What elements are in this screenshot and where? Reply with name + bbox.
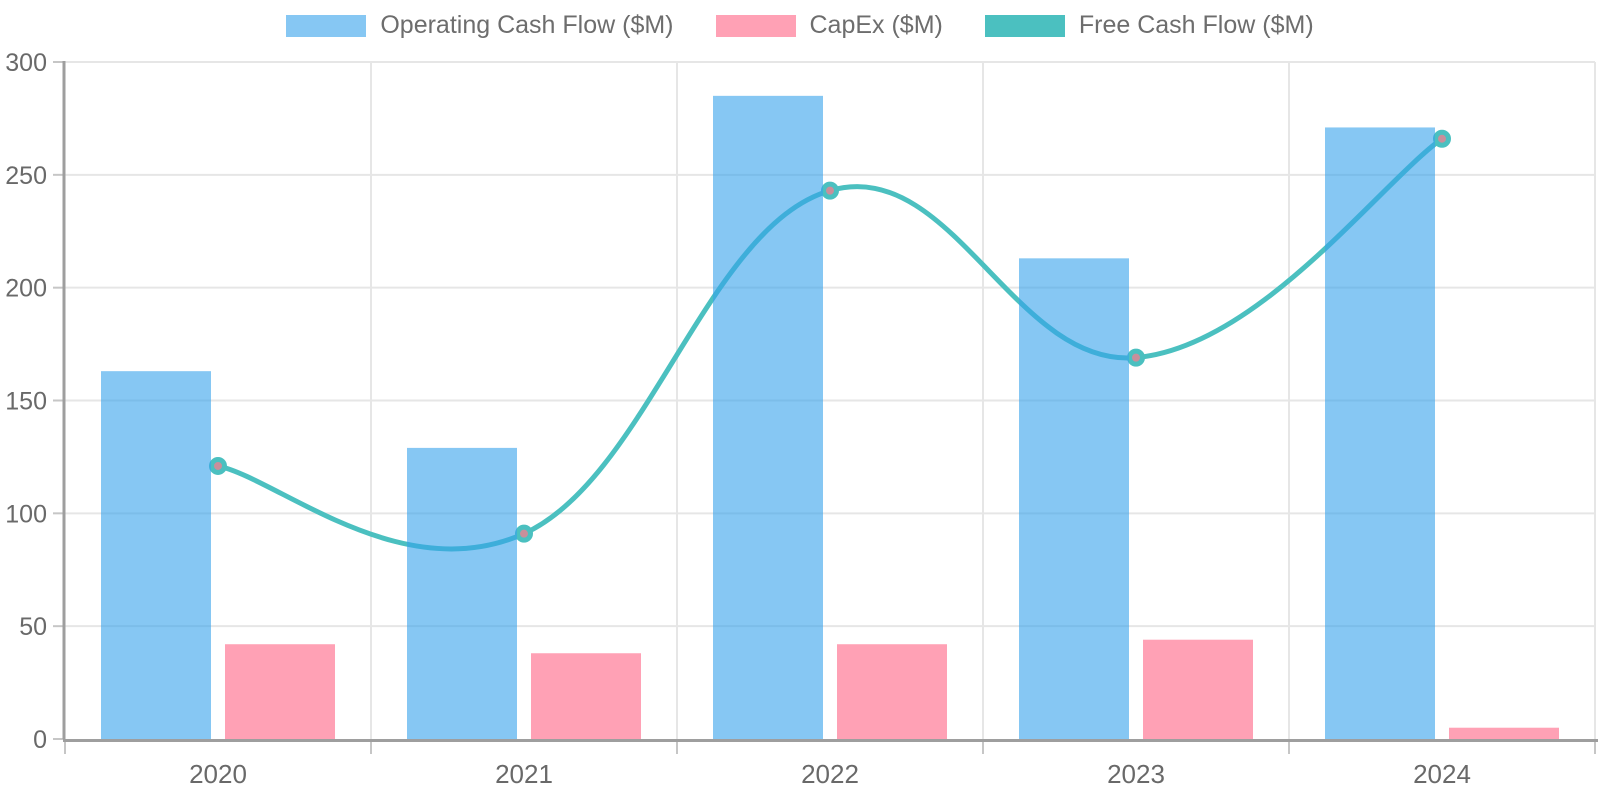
capex-bar[interactable] [225,644,335,739]
capex-bar[interactable] [531,653,641,739]
legend-label: CapEx ($M) [809,11,943,39]
capex-bar[interactable] [837,644,947,739]
x-tick-label: 2021 [495,759,553,789]
x-tick-label: 2024 [1413,759,1471,789]
y-tick-label: 250 [5,162,47,190]
operating-cash-flow-bar[interactable] [713,95,823,740]
free-cash-flow-line[interactable] [215,136,1445,552]
operating-cash-flow-bar[interactable] [407,447,517,739]
x-tick-label: 2020 [189,759,247,789]
x-tick-label: 2022 [801,759,859,789]
capex-bar[interactable] [1449,727,1559,739]
legend-item-capex[interactable]: CapEx ($M) [715,11,943,39]
y-tick-label: 200 [5,275,47,303]
operating-cash-flow-bar[interactable] [1325,127,1435,739]
operating-cash-flow-bar[interactable] [101,371,211,739]
legend-swatch [984,14,1065,37]
y-tick-label: 150 [5,388,47,416]
y-tick-label: 100 [5,500,47,528]
free-cash-flow-point[interactable] [1127,348,1145,367]
legend-item-operating-cash-flow[interactable]: Operating Cash Flow ($M) [286,11,674,39]
y-tick-label: 50 [19,613,47,641]
capex-bar[interactable] [1143,639,1253,739]
free-cash-flow-point[interactable] [209,456,227,475]
legend-swatch [715,14,796,37]
operating-cash-flow-bar[interactable] [1019,258,1129,739]
free-cash-flow-point[interactable] [821,181,839,200]
legend-label: Free Cash Flow ($M) [1078,11,1314,39]
chart-legend: Operating Cash Flow ($M) CapEx ($M) Free C… [0,13,1600,38]
y-tick-label: 300 [5,49,47,77]
legend-item-free-cash-flow[interactable]: Free Cash Flow ($M) [984,11,1314,39]
free-cash-flow-point[interactable] [1433,129,1451,148]
y-tick-label: 0 [33,726,47,754]
x-tick-label: 2023 [1107,759,1165,789]
free-cash-flow-point[interactable] [515,524,533,543]
legend-label: Operating Cash Flow ($M) [380,11,674,39]
legend-swatch [286,14,367,37]
